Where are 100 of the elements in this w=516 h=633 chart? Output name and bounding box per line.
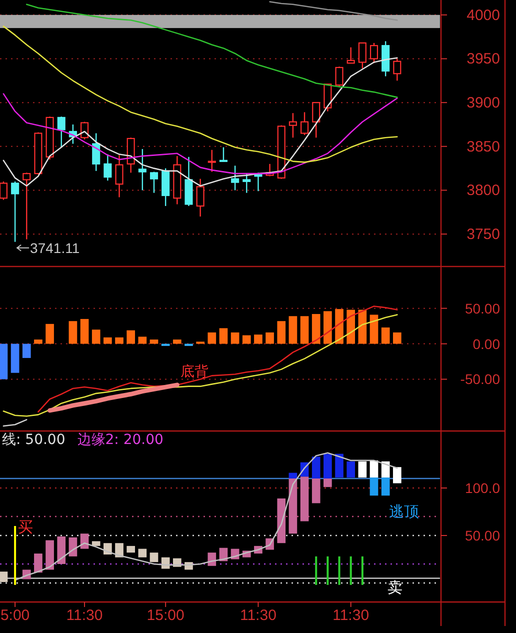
y-tick-label: 3850 [466,138,500,156]
bar [219,328,228,344]
bar [138,548,147,558]
bar [22,344,31,358]
bar [46,540,54,570]
annotation: 线: 50.00 [2,432,66,448]
candlestick [0,180,8,200]
x-tick-label: 11:30 [66,607,103,624]
bar [254,334,262,344]
bar [92,330,100,344]
y-tick-label: 50.00 [464,528,500,544]
x-tick-label: 5:00 [0,607,30,624]
bar [392,332,402,344]
bar [335,454,344,478]
bar [126,330,136,344]
candlestick [393,58,402,82]
candlestick [196,178,204,218]
bar [34,340,42,344]
bar [361,556,364,585]
bar [300,316,309,344]
line-series [26,4,398,98]
line-series [48,382,180,413]
candlestick [104,154,112,182]
candlestick [370,42,378,64]
candlestick [219,146,228,162]
annotation: 3741.11 [30,240,80,256]
bar [312,314,320,344]
bar [315,556,318,585]
x-tick-label: 15:00 [146,607,184,624]
bar [172,340,182,344]
bar [57,536,66,564]
y-tick-label: 3900 [466,94,500,112]
bar [242,335,251,344]
annotation: 边缘2: 20.00 [77,432,164,448]
bar [324,478,332,488]
bar [126,546,136,553]
line-series [38,306,398,413]
bar [370,478,378,496]
candlestick [92,132,100,172]
bar [104,337,112,344]
candlestick [346,46,355,64]
line-series [2,314,398,417]
bar [115,337,124,344]
annotation: 逃顶 [389,502,420,520]
y-tick-label: 50.00 [464,300,500,316]
bar [288,316,298,344]
bar [326,556,329,585]
bar [230,332,240,344]
candlestick [300,112,309,136]
bar [277,321,286,344]
candlestick [57,116,66,148]
candlestick [358,42,366,69]
bar [266,332,274,344]
y-tick-label: 4000 [466,6,500,24]
bar [370,460,378,478]
y-tick-label: 0.00 [472,336,500,352]
bar [14,526,16,585]
bar [346,461,356,478]
y-tick-label: 3750 [466,226,500,244]
bar [0,572,8,582]
y-tick-label: -50.00 [460,371,500,388]
bar [10,344,20,373]
candlestick [22,172,31,240]
bar [288,472,298,478]
bar [335,309,344,344]
bar [288,478,298,534]
bar [34,554,42,573]
bar [138,336,147,344]
bar [150,340,158,344]
line-series [269,1,398,21]
y-tick-label: 100.0 [464,480,500,496]
bar [208,552,216,566]
candlestick [231,165,240,191]
bar [350,556,352,585]
candlestick [138,148,146,191]
x-tick-label: 11:30 [332,607,370,624]
candlestick [11,180,20,242]
y-tick-label: 3950 [466,50,500,68]
candlestick [150,171,158,194]
candlestick [115,154,124,198]
bar [324,311,332,344]
bar [80,318,89,344]
bar [381,327,390,344]
candlestick [324,84,332,112]
bar [392,467,402,484]
candlestick [312,102,320,138]
bar [312,478,320,504]
candlestick [208,149,216,172]
bar [338,556,340,585]
bar [324,454,332,478]
candlestick [288,112,297,138]
line-series [2,26,398,163]
bar [370,314,378,344]
bar [358,461,367,478]
bar [277,498,286,544]
candlestick [242,172,251,194]
bar [68,321,78,344]
annotation: 底背 [180,364,209,380]
bar [312,456,320,478]
annotation: 卖 [387,578,402,596]
